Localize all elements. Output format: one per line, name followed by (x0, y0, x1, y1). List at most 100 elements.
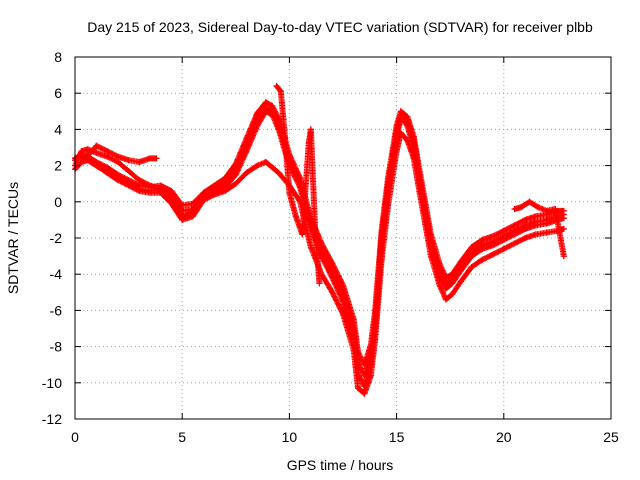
data-point (421, 216, 428, 223)
data-point (93, 142, 100, 149)
data-point (157, 189, 164, 196)
data-point (297, 198, 304, 205)
data-point (254, 162, 261, 169)
data-point (84, 157, 91, 164)
data-point (243, 169, 250, 176)
data-point (200, 196, 207, 203)
data-point (211, 186, 218, 193)
data-point (468, 244, 475, 251)
data-point (393, 148, 400, 155)
data-point (104, 153, 111, 160)
data-point (457, 263, 464, 270)
data-point (136, 177, 143, 184)
data-point (361, 372, 368, 379)
data-point (340, 311, 346, 318)
series-track-5 (80, 142, 160, 165)
data-point (490, 251, 497, 258)
data-point (262, 99, 269, 106)
data-point (114, 158, 121, 165)
data-point (222, 180, 229, 187)
data-point (114, 171, 121, 178)
y-tick-label: 0 (54, 194, 62, 210)
chart-title: Day 215 of 2023, Sidereal Day-to-day VTE… (87, 19, 593, 35)
data-point (552, 206, 559, 213)
data-point (490, 238, 497, 245)
y-tick-label: -10 (42, 375, 62, 391)
data-point (560, 253, 567, 260)
data-point (410, 155, 417, 162)
y-axis-label: SDTVAR / TECUs (5, 182, 21, 294)
data-point (479, 256, 486, 263)
data-point (535, 204, 542, 211)
data-point (222, 187, 229, 194)
data-point (104, 169, 111, 176)
data-point (372, 336, 379, 343)
data-point (367, 372, 374, 379)
x-tick-label: 5 (178, 429, 186, 445)
data-point (286, 189, 293, 196)
data-point (80, 155, 87, 162)
data-point (468, 249, 475, 256)
data-point (189, 213, 196, 220)
data-point (543, 216, 550, 223)
data-point (273, 82, 280, 89)
y-tick-label: -8 (50, 339, 63, 355)
data-point (114, 177, 121, 184)
y-tick-label: 6 (54, 85, 62, 101)
data-point (511, 227, 518, 234)
data-point (312, 225, 319, 232)
data-point (442, 285, 449, 292)
x-tick-label: 25 (603, 429, 619, 445)
data-point (136, 187, 143, 194)
data-point (316, 280, 323, 287)
data-point (522, 216, 529, 223)
data-point (305, 140, 312, 147)
data-point (299, 231, 306, 238)
data-point (378, 256, 385, 263)
data-point (350, 347, 357, 354)
x-tick-label: 0 (71, 429, 79, 445)
data-point (329, 289, 336, 296)
y-tick-label: -2 (50, 230, 63, 246)
data-point (269, 164, 276, 171)
data-point (427, 253, 434, 260)
data-point (78, 148, 85, 155)
data-point (136, 158, 143, 165)
data-point (355, 385, 362, 392)
data-point (404, 137, 411, 144)
data-point (385, 202, 392, 209)
data-point (269, 102, 276, 109)
data-point (179, 216, 186, 223)
data-point (479, 242, 486, 249)
data-point (500, 233, 507, 240)
data-point (275, 169, 282, 176)
x-axis-label: GPS time / hours (287, 457, 394, 473)
data-point (329, 267, 336, 274)
data-point (517, 204, 524, 211)
data-point (254, 117, 261, 124)
data-point (490, 233, 497, 240)
data-point (147, 189, 154, 196)
data-point (147, 155, 154, 162)
data-point (449, 291, 456, 298)
y-tick-label: -12 (42, 411, 62, 427)
y-tick-label: 8 (54, 49, 62, 65)
series-track-7 (511, 198, 567, 260)
data-point (404, 117, 411, 124)
data-point (522, 235, 529, 241)
data-point (84, 146, 91, 153)
data-point (104, 148, 111, 155)
data-point (307, 244, 314, 251)
data-point (292, 213, 299, 220)
data-point (560, 211, 567, 218)
data-point (93, 149, 100, 156)
data-point (307, 126, 314, 133)
axis-ticks: 0 5 10 15 20 25 -12 -10 -8 -6 -4 -2 0 2 4 6 8 (42, 49, 619, 445)
data-point (479, 236, 486, 243)
data-point (543, 207, 550, 214)
data-point (277, 88, 284, 95)
data-point (457, 278, 464, 285)
data-point (89, 148, 96, 155)
data-point (397, 130, 404, 137)
